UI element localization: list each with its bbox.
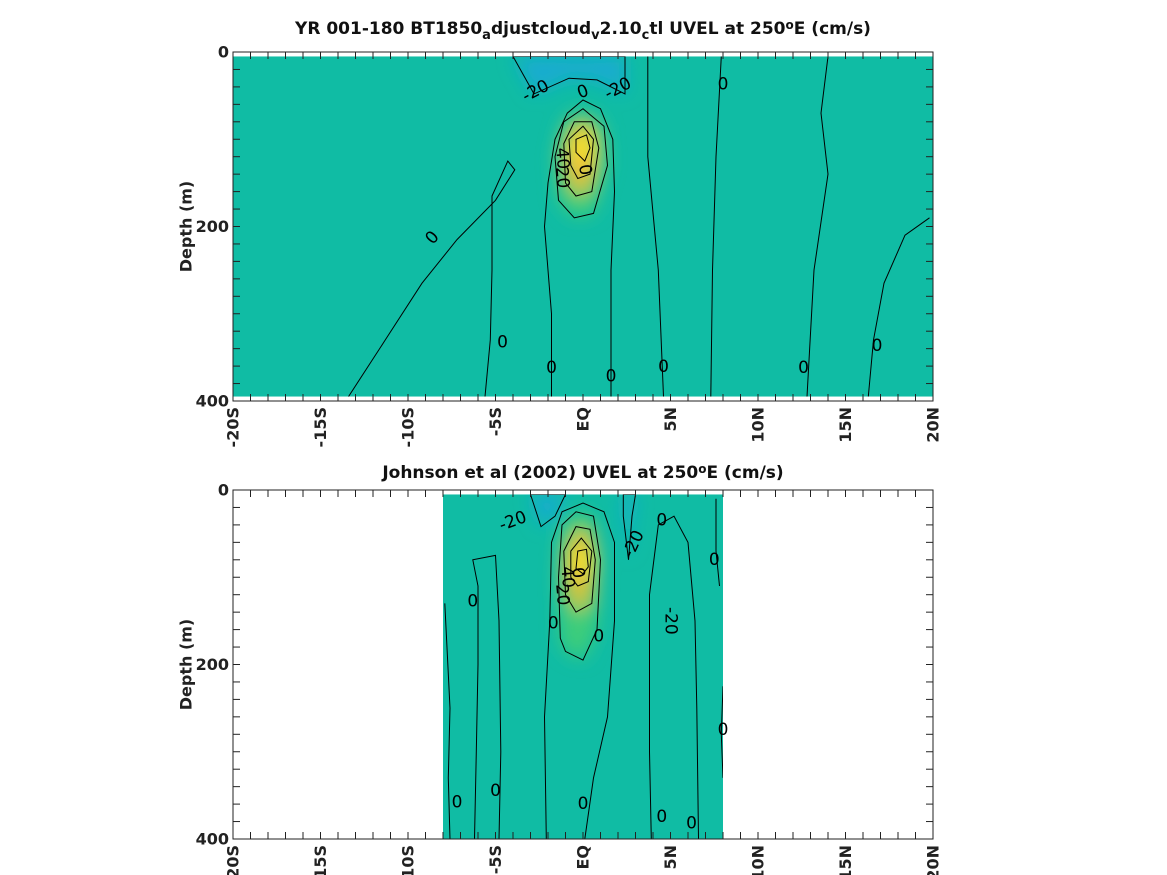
contour-label: 0 [686, 813, 697, 833]
x-tick-label: -5S [486, 845, 505, 874]
contour--20 [622, 494, 637, 560]
contour-0 [472, 554, 502, 839]
x-tick-label: -5S [486, 407, 505, 436]
contour-80 [575, 548, 589, 575]
x-tick-label: 10N [749, 407, 768, 443]
contour-0 [647, 56, 664, 397]
y-tick-label: 200 [196, 217, 229, 236]
contour-0 [348, 160, 516, 397]
x-tick-label: EQ [574, 407, 593, 432]
contour-label: 0 [593, 627, 604, 647]
x-tick-label: 10N [749, 845, 768, 875]
contour-80 [575, 134, 591, 162]
band-80 [576, 134, 590, 162]
contour-label: 0 [546, 358, 557, 378]
y-tick-label: 400 [196, 392, 229, 411]
x-tick-label: 15N [836, 845, 855, 875]
contour-label: 0 [872, 336, 883, 356]
contour--20 [512, 56, 626, 95]
y-tick-label: 0 [218, 43, 229, 62]
contour-label: 0 [656, 807, 667, 827]
contour-label: 20 [551, 583, 573, 606]
y-tick-label: 200 [196, 655, 229, 674]
contour-60 [570, 537, 593, 587]
contour-label: 0 [718, 74, 729, 94]
contour-0 [720, 686, 723, 778]
x-tick-label: 15N [836, 407, 855, 443]
band-80 [576, 549, 589, 574]
x-tick-label: -20S [224, 407, 243, 447]
contour-20 [557, 511, 602, 661]
contour-label: -20 [661, 607, 681, 635]
y-axis-label: Depth (m) [177, 181, 196, 273]
contour-40 [563, 526, 596, 613]
contour-label: 0 [548, 613, 559, 633]
x-tick-label: -20S [224, 845, 243, 875]
contour-label: 0 [490, 781, 501, 801]
field-base [233, 56, 933, 397]
contour-0 [543, 502, 615, 839]
contour-label: 0 [574, 163, 596, 177]
contour-0 [649, 515, 699, 839]
x-tick-label: 20N [924, 845, 943, 875]
contour-label: 0 [718, 720, 729, 740]
contour-0 [543, 99, 616, 397]
contour-lines [348, 56, 930, 397]
contour-60 [568, 125, 595, 180]
contour-label: 0 [658, 357, 669, 377]
chart-title: YR 001-180 BT1850adjustcloudv2.10ctl UVE… [294, 18, 871, 43]
y-tick-label: 400 [196, 830, 229, 849]
x-tick-label: 20N [924, 407, 943, 443]
contour-0 [715, 498, 720, 587]
contour-label: 0 [452, 792, 463, 812]
x-tick-label: 5N [661, 407, 680, 432]
contour-label: 0 [798, 358, 809, 378]
color-field [233, 56, 933, 397]
contour-20 [554, 108, 609, 219]
contour--20 [529, 494, 567, 528]
contour-label: 0 [656, 511, 667, 531]
contour-label: 0 [467, 592, 478, 612]
contour-label: 0 [709, 550, 720, 570]
y-tick-label: 0 [218, 481, 229, 500]
contour-label: 40 [551, 147, 573, 170]
band--20 [513, 56, 625, 94]
band--20 [530, 494, 566, 527]
x-tick-label: -15S [311, 407, 330, 447]
contour-0 [444, 603, 451, 839]
y-axis-label: Depth (m) [177, 619, 196, 711]
contour-label: 20 [551, 166, 573, 189]
x-tick-label: EQ [574, 845, 593, 870]
contour-0 [806, 56, 829, 397]
x-tick-label: -15S [311, 845, 330, 875]
chart-title: Johnson et al (2002) UVEL at 250oE (cm/s… [381, 462, 783, 483]
contour-label: 0 [578, 794, 589, 814]
contour-40 [563, 121, 600, 197]
x-tick-label: -10S [399, 407, 418, 447]
contour-0 [867, 217, 930, 397]
contour-label: 0 [567, 566, 589, 580]
color-field [443, 494, 723, 839]
contour-label: 0 [497, 333, 508, 353]
x-tick-label: 5N [661, 845, 680, 870]
contour-label: 0 [606, 367, 617, 387]
x-tick-label: -10S [399, 845, 418, 875]
contour-0 [710, 56, 722, 397]
contour-lines [444, 494, 723, 839]
contour-label: 40 [556, 566, 578, 589]
